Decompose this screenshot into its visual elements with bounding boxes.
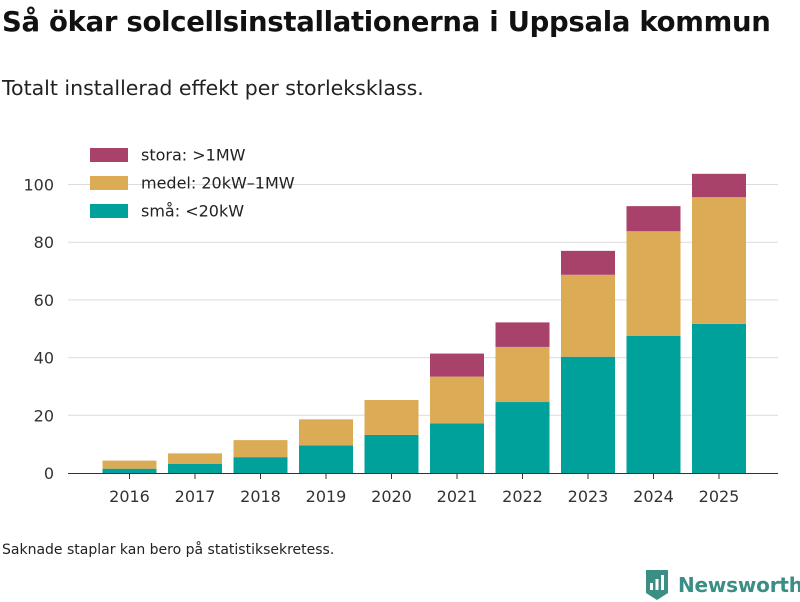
x-tick-label: 2021 bbox=[437, 487, 478, 506]
bar-2017-sma bbox=[168, 463, 222, 473]
bar-2018-sma bbox=[233, 457, 288, 473]
chart-title: Så ökar solcellsinstallationerna i Uppsa… bbox=[2, 6, 771, 38]
x-tick-label: 2023 bbox=[568, 487, 609, 506]
y-tick-label: 40 bbox=[34, 349, 54, 368]
legend-label: stora: >1MW bbox=[141, 146, 246, 165]
bar-2016-medel bbox=[102, 460, 157, 469]
legend-label: medel: 20kW–1MW bbox=[141, 174, 295, 193]
x-tick-label: 2018 bbox=[240, 487, 281, 506]
bar-2024-medel bbox=[626, 231, 681, 336]
brand-name: Newsworthy bbox=[678, 573, 800, 597]
legend: stora: >1MW medel: 20kW–1MW små: <20kW bbox=[90, 146, 295, 221]
y-tick-label: 20 bbox=[34, 406, 54, 425]
x-axis-ticks: 2016 2017 2018 2019 2020 2021 2022 2023 2024 2025 bbox=[68, 473, 778, 506]
x-tick-label: 2025 bbox=[699, 487, 740, 506]
bar-2017-medel bbox=[168, 453, 222, 464]
bar-2024-sma bbox=[626, 335, 681, 473]
y-tick-label: 60 bbox=[34, 291, 54, 310]
legend-swatch bbox=[90, 204, 128, 218]
y-axis-ticks: 0 20 40 60 80 100 bbox=[23, 176, 54, 484]
chart-subtitle: Totalt installerad effekt per storlekskl… bbox=[2, 76, 424, 100]
x-tick-label: 2017 bbox=[175, 487, 216, 506]
bar-2022-sma bbox=[495, 402, 550, 473]
footnote: Saknade staplar kan bero på statistiksek… bbox=[2, 542, 335, 558]
y-tick-label: 100 bbox=[23, 176, 54, 195]
legend-swatch bbox=[90, 176, 128, 190]
bar-2025-medel bbox=[692, 197, 746, 324]
newsworthy-logo-icon bbox=[646, 570, 668, 600]
y-tick-label: 80 bbox=[34, 233, 54, 252]
bar-2025-stora bbox=[692, 173, 746, 198]
x-tick-label: 2020 bbox=[371, 487, 412, 506]
bar-2021-medel bbox=[430, 376, 484, 424]
x-tick-label: 2022 bbox=[502, 487, 543, 506]
bar-2020-medel bbox=[364, 400, 419, 435]
x-tick-label: 2016 bbox=[109, 487, 150, 506]
bar-2022-stora bbox=[495, 322, 550, 347]
bar-2025-sma bbox=[692, 323, 746, 473]
bar-2024-stora bbox=[626, 206, 681, 232]
bar-2019-medel bbox=[299, 419, 353, 446]
x-tick-label: 2019 bbox=[306, 487, 347, 506]
bar-2019-sma bbox=[299, 445, 353, 473]
bar-2018-medel bbox=[233, 440, 288, 458]
bar-2023-sma bbox=[561, 356, 615, 473]
x-tick-label: 2024 bbox=[633, 487, 674, 506]
legend-swatch bbox=[90, 148, 128, 162]
bar-2016-sma bbox=[102, 468, 157, 473]
bar-2020-sma bbox=[364, 434, 419, 473]
y-tick-label: 0 bbox=[44, 464, 54, 483]
bar-2021-stora bbox=[430, 353, 484, 377]
bar-2023-medel bbox=[561, 274, 615, 357]
bar-2023-stora bbox=[561, 250, 615, 275]
bar-2022-medel bbox=[495, 346, 550, 403]
brand-logo[interactable]: Newsworthy bbox=[644, 568, 800, 602]
legend-label: små: <20kW bbox=[141, 202, 244, 221]
bars bbox=[102, 173, 746, 473]
bar-2021-sma bbox=[430, 423, 484, 473]
